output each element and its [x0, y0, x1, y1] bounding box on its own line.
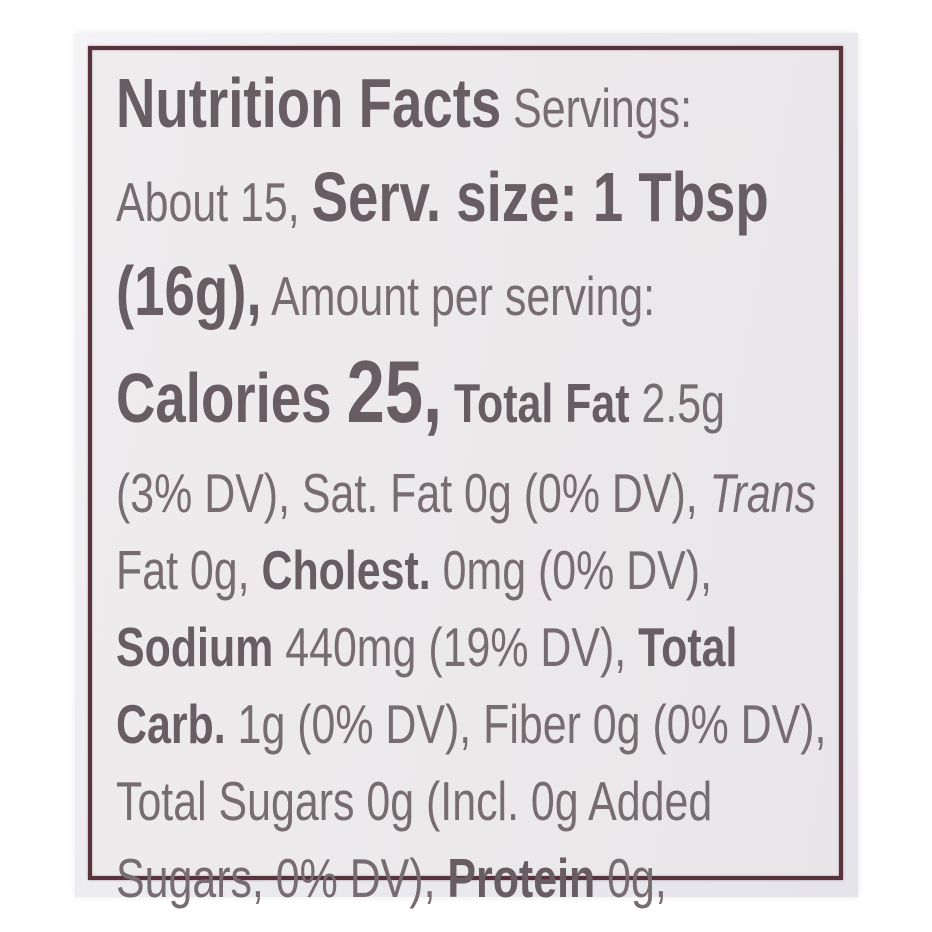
trans-label: Trans	[709, 462, 817, 524]
label-line-protein: Sugars, 0% DV), Protein 0g,	[116, 847, 865, 924]
nutrition-facts-title: Nutrition Facts	[116, 64, 502, 142]
label-line-serving-grams: (16g), Amount per serving:	[116, 254, 865, 348]
label-line-vitamins-1: Vit. D (0% DV), Calcium (0% DV),	[116, 924, 865, 932]
servings-text: Servings:	[501, 77, 692, 139]
label-line-calories: Calories 25, Total Fat 2.5g	[116, 348, 865, 462]
total-fat-value: 2.5g	[641, 372, 725, 434]
sodium-label: Sodium	[116, 616, 274, 678]
cholesterol-value: 0mg (0% DV),	[430, 539, 713, 601]
nutrition-label: Nutrition Facts Servings: About 15, Serv…	[75, 33, 858, 932]
sodium-value: 440mg (19% DV),	[273, 616, 639, 678]
label-line-carb: Carb. 1g (0% DV), Fiber 0g (0% DV),	[116, 693, 865, 770]
total-carb-label-part2: Carb.	[116, 693, 226, 755]
servings-count-text: About 15,	[116, 171, 312, 233]
total-fat-label: Total Fat	[442, 372, 642, 434]
total-sugars-text: Total Sugars 0g (Incl. 0g Added	[116, 770, 713, 832]
label-line-header: Nutrition Facts Servings:	[116, 66, 865, 160]
amount-per-serving-text: Amount per serving:	[261, 265, 656, 327]
label-line-sodium: Sodium 440mg (19% DV), Total	[116, 616, 865, 693]
label-text: Nutrition Facts Servings: About 15, Serv…	[116, 66, 865, 932]
label-line-sat-fat: (3% DV), Sat. Fat 0g (0% DV), Trans	[116, 462, 865, 539]
label-border: Nutrition Facts Servings: About 15, Serv…	[88, 46, 843, 932]
serving-size-text: Serv. size: 1 Tbsp	[311, 158, 769, 236]
protein-value: 0g,	[595, 847, 667, 909]
calories-value: 25,	[346, 342, 443, 441]
fat-dv-text: (3% DV), Sat. Fat 0g (0% DV),	[116, 462, 710, 524]
trans-fat-text: Fat 0g,	[116, 539, 262, 601]
label-line-cholesterol: Fat 0g, Cholest. 0mg (0% DV),	[116, 539, 865, 616]
added-sugars-text: Sugars, 0% DV),	[116, 847, 448, 909]
label-line-servings: About 15, Serv. size: 1 Tbsp	[116, 160, 865, 254]
carb-fiber-text: 1g (0% DV), Fiber 0g (0% DV),	[225, 693, 827, 755]
calories-label: Calories	[116, 359, 347, 437]
total-carb-label-part1: Total	[638, 616, 738, 678]
cholesterol-label: Cholest.	[261, 539, 431, 601]
protein-label: Protein	[447, 847, 596, 909]
vitamins-text-1: Vit. D (0% DV), Calcium (0% DV),	[116, 924, 759, 932]
label-line-sugars: Total Sugars 0g (Incl. 0g Added	[116, 770, 865, 847]
serving-size-grams-text: (16g),	[116, 252, 262, 330]
